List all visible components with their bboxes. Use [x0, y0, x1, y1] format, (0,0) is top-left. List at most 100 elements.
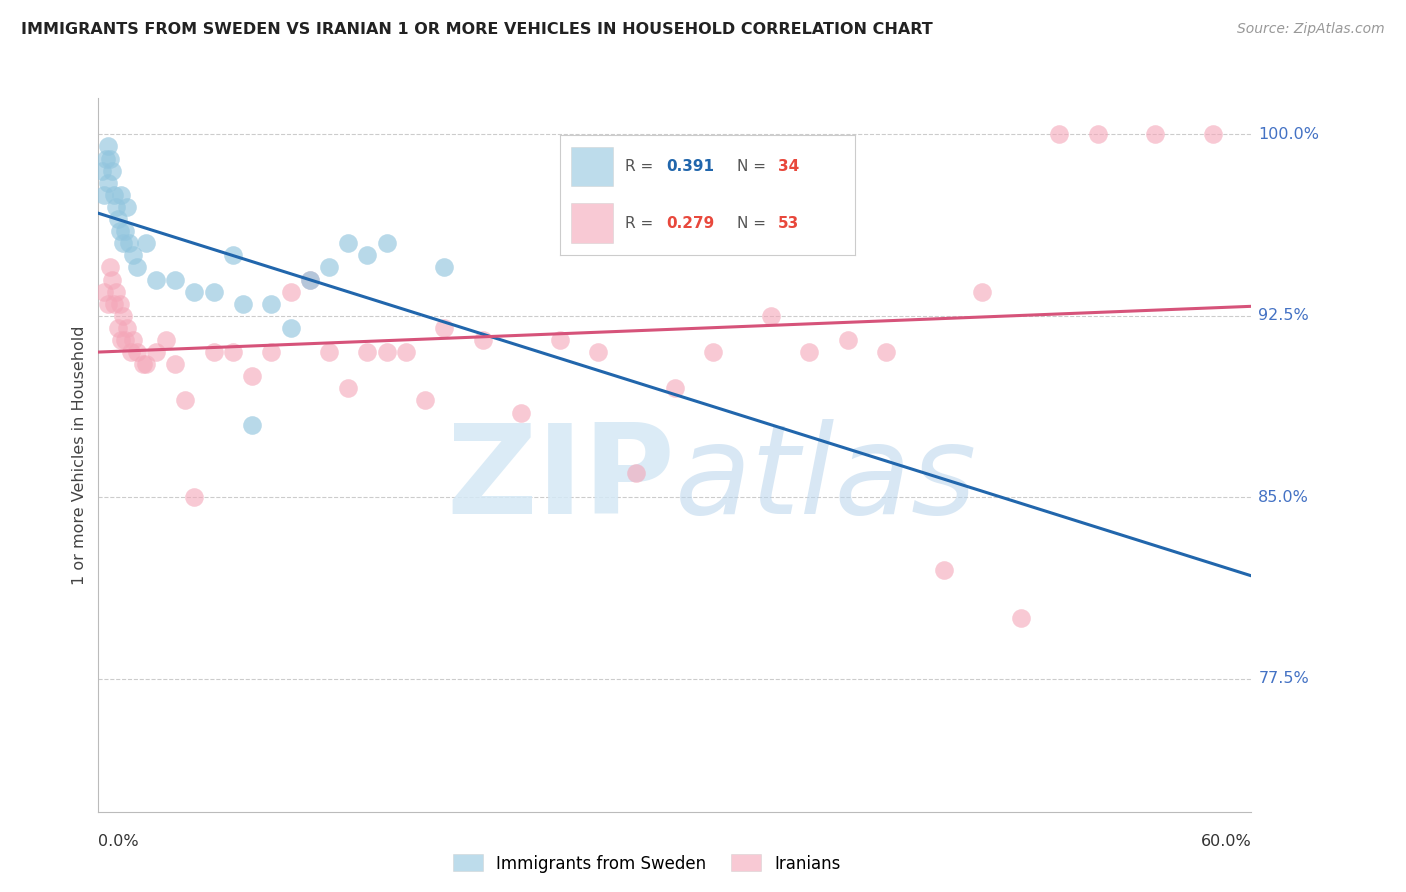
Point — [375, 345, 398, 359]
Point — [837, 333, 859, 347]
Point — [932, 563, 955, 577]
Text: 60.0%: 60.0% — [1201, 834, 1251, 849]
Point — [626, 466, 648, 480]
Point — [145, 272, 167, 286]
Text: 85.0%: 85.0% — [1258, 490, 1309, 505]
Legend: Immigrants from Sweden, Iranians: Immigrants from Sweden, Iranians — [446, 847, 848, 880]
Text: IMMIGRANTS FROM SWEDEN VS IRANIAN 1 OR MORE VEHICLES IN HOUSEHOLD CORRELATION CH: IMMIGRANTS FROM SWEDEN VS IRANIAN 1 OR M… — [21, 22, 932, 37]
Point — [110, 187, 132, 202]
Point — [240, 369, 263, 384]
Point — [413, 393, 436, 408]
Point — [231, 297, 254, 311]
Point — [117, 200, 138, 214]
Text: 0.0%: 0.0% — [98, 834, 139, 849]
Point — [395, 345, 418, 359]
Point — [117, 321, 138, 335]
Point — [122, 333, 145, 347]
Point — [103, 297, 125, 311]
Text: 100.0%: 100.0% — [1258, 127, 1319, 142]
Point — [202, 285, 225, 299]
Point — [108, 297, 131, 311]
Point — [222, 248, 245, 262]
Point — [1010, 611, 1032, 625]
Point — [91, 163, 114, 178]
Point — [118, 236, 141, 251]
Point — [114, 333, 136, 347]
Point — [135, 236, 157, 251]
Point — [260, 297, 283, 311]
Point — [702, 345, 724, 359]
Text: 53: 53 — [778, 216, 800, 231]
Point — [280, 285, 302, 299]
Point — [103, 187, 125, 202]
Text: Source: ZipAtlas.com: Source: ZipAtlas.com — [1237, 22, 1385, 37]
Point — [125, 260, 148, 275]
Point — [356, 248, 378, 262]
Point — [260, 345, 283, 359]
Point — [135, 357, 157, 371]
Point — [799, 345, 821, 359]
Point — [110, 333, 132, 347]
Point — [98, 152, 121, 166]
Point — [280, 321, 302, 335]
Point — [1144, 128, 1167, 142]
Point — [375, 236, 398, 251]
Point — [298, 272, 321, 286]
Point — [125, 345, 148, 359]
Point — [155, 333, 177, 347]
Point — [433, 260, 456, 275]
Text: N =: N = — [737, 159, 770, 174]
Point — [165, 357, 187, 371]
Point — [101, 163, 124, 178]
Point — [112, 236, 135, 251]
Point — [548, 333, 571, 347]
Point — [337, 236, 360, 251]
Point — [972, 285, 994, 299]
Point — [107, 212, 129, 227]
Point — [101, 272, 124, 286]
Point — [875, 345, 897, 359]
Point — [664, 381, 686, 395]
Point — [165, 272, 187, 286]
Point — [337, 381, 360, 395]
Text: atlas: atlas — [675, 418, 977, 540]
Point — [93, 285, 115, 299]
Point — [98, 260, 121, 275]
Point — [93, 187, 115, 202]
Point — [107, 321, 129, 335]
Point — [759, 309, 782, 323]
Point — [120, 345, 142, 359]
Point — [202, 345, 225, 359]
Text: R =: R = — [624, 159, 658, 174]
Point — [298, 272, 321, 286]
Text: 0.391: 0.391 — [666, 159, 714, 174]
Point — [1087, 128, 1109, 142]
Point — [108, 224, 131, 238]
Point — [122, 248, 145, 262]
Text: 77.5%: 77.5% — [1258, 671, 1309, 686]
Point — [222, 345, 245, 359]
Text: ZIP: ZIP — [446, 418, 675, 540]
Point — [131, 357, 153, 371]
Text: 92.5%: 92.5% — [1258, 309, 1309, 323]
Point — [1047, 128, 1070, 142]
Point — [97, 139, 120, 153]
Y-axis label: 1 or more Vehicles in Household: 1 or more Vehicles in Household — [72, 326, 87, 584]
Point — [183, 490, 205, 504]
Point — [318, 260, 340, 275]
Point — [94, 152, 117, 166]
Point — [433, 321, 456, 335]
Point — [510, 406, 533, 420]
Point — [471, 333, 494, 347]
Point — [114, 224, 136, 238]
Point — [356, 345, 378, 359]
Point — [104, 200, 127, 214]
Point — [145, 345, 167, 359]
Point — [183, 285, 205, 299]
Point — [174, 393, 197, 408]
Text: 34: 34 — [778, 159, 800, 174]
Point — [104, 285, 127, 299]
Point — [240, 417, 263, 432]
Text: 0.279: 0.279 — [666, 216, 714, 231]
Point — [318, 345, 340, 359]
